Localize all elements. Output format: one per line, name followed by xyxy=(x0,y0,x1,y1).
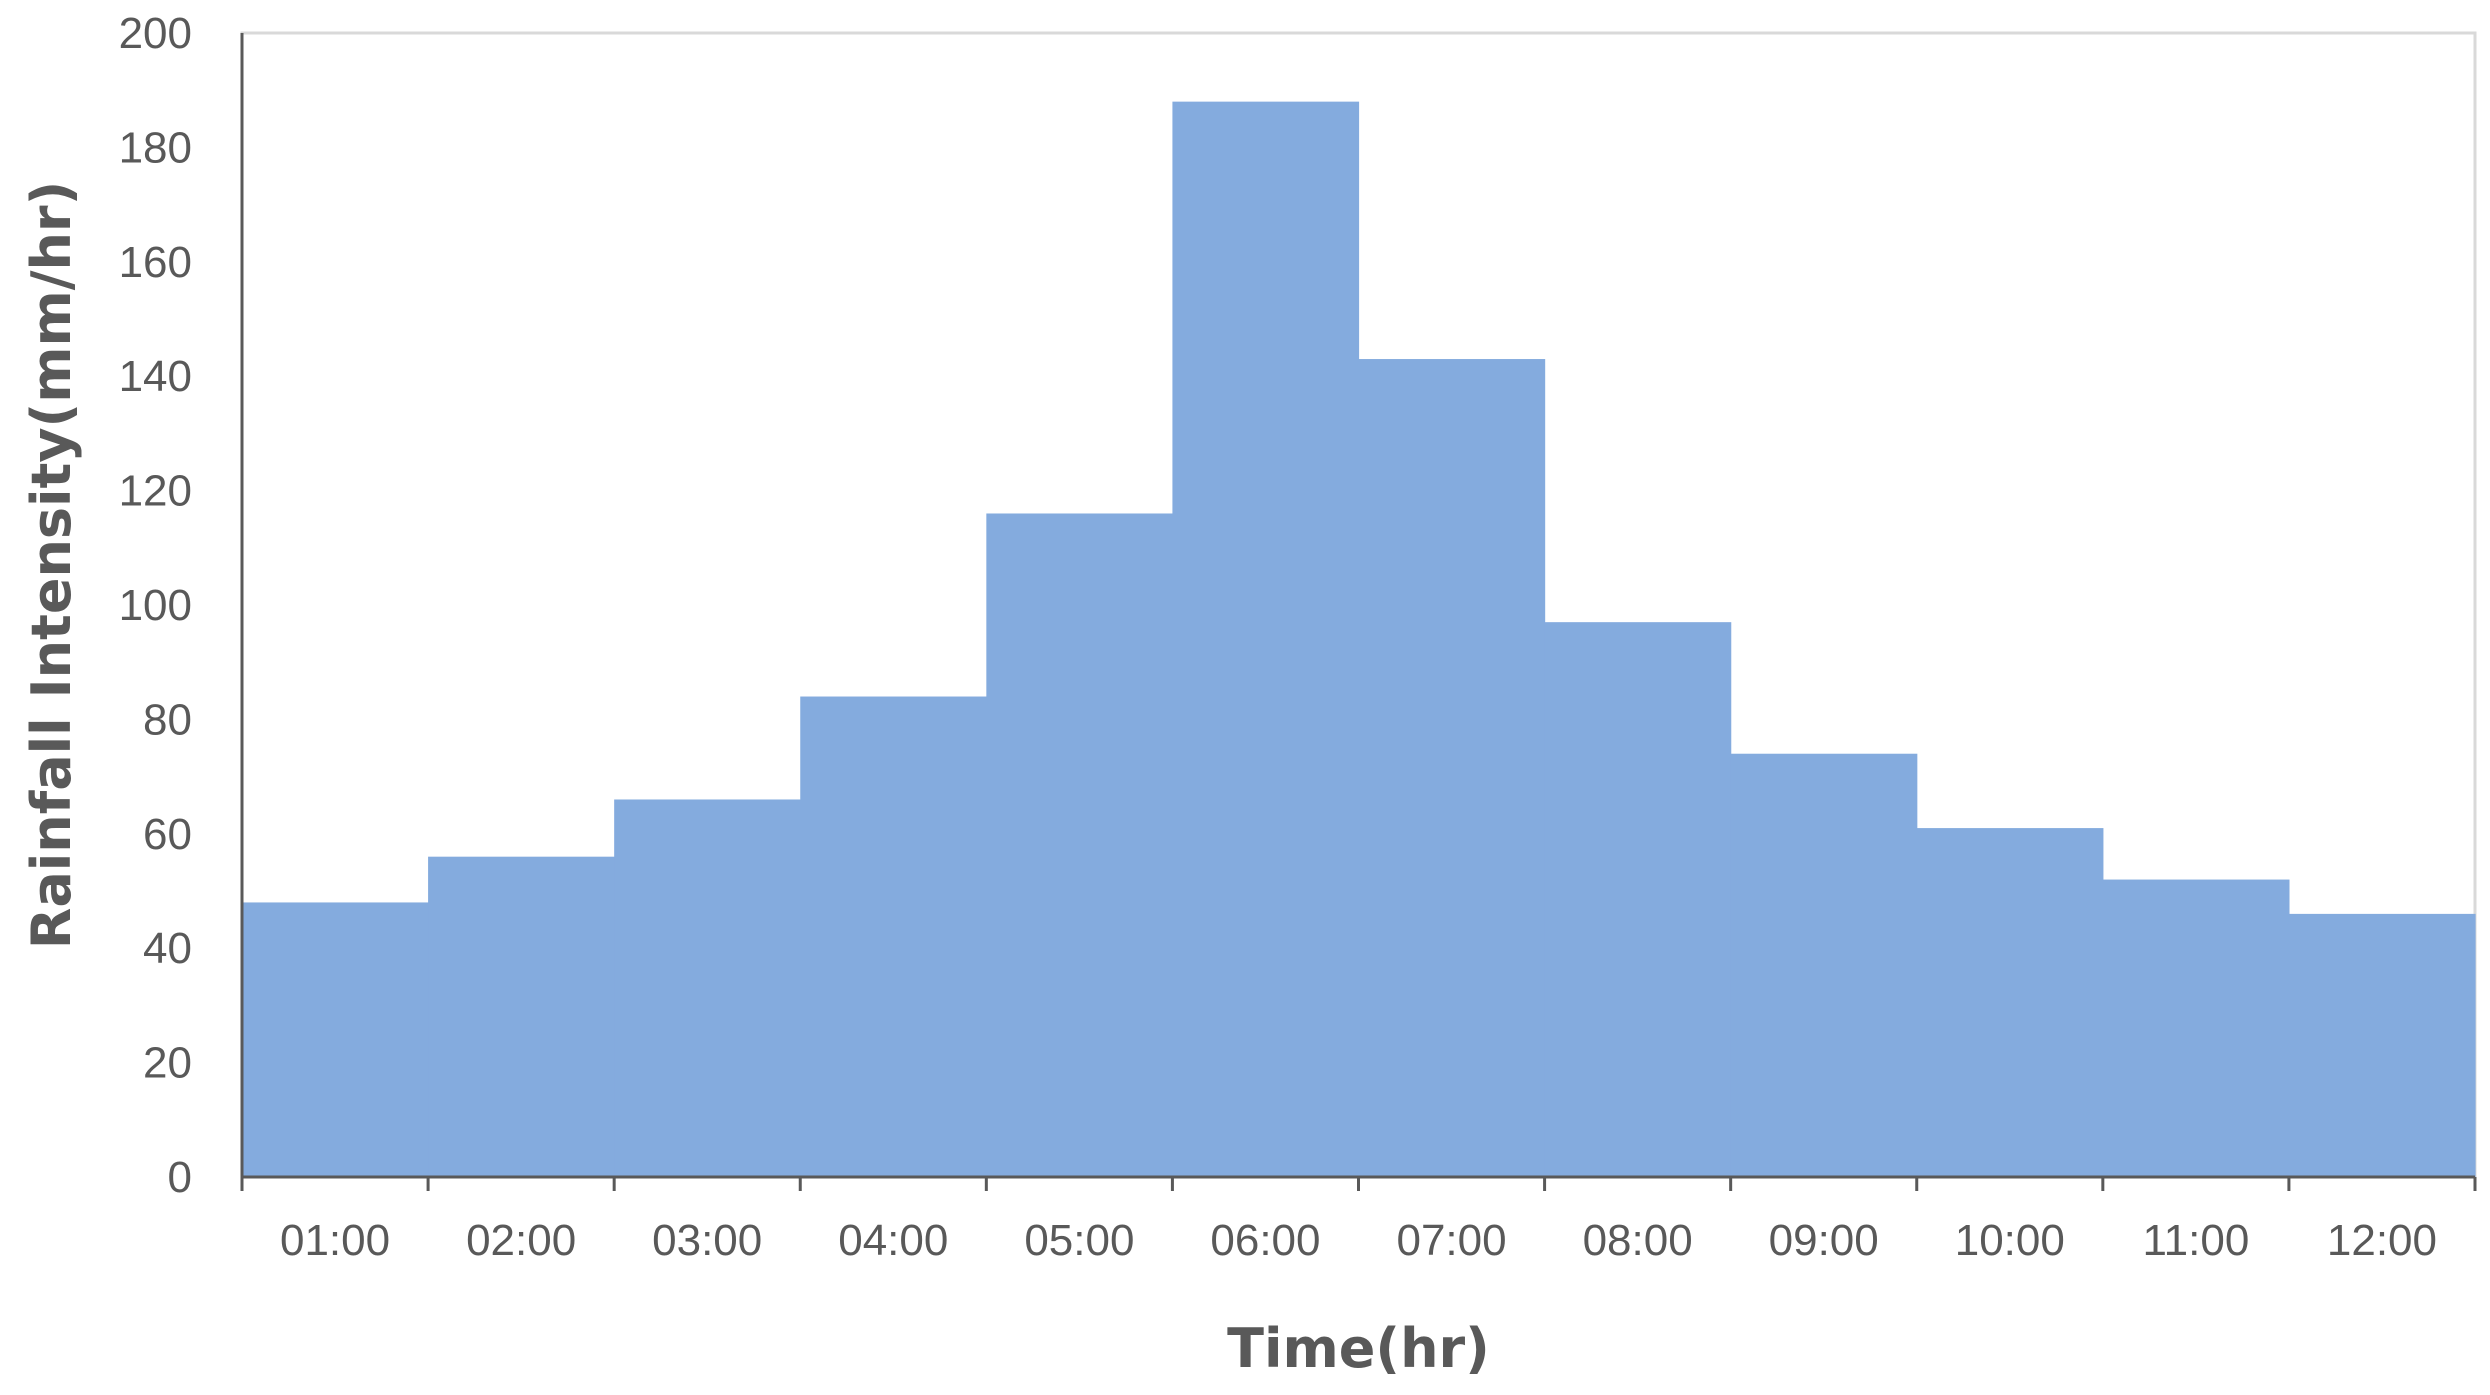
bar-06:00 xyxy=(1172,101,1360,1177)
bar-10:00 xyxy=(1916,828,2104,1177)
bar-01:00 xyxy=(242,902,429,1177)
bar-02:00 xyxy=(428,856,615,1177)
x-tick-label: 06:00 xyxy=(1210,1216,1320,1265)
y-tick-label: 20 xyxy=(143,1039,192,1088)
y-tick-label: 140 xyxy=(119,352,192,401)
x-tick-label: 10:00 xyxy=(1955,1216,2065,1265)
bar-04:00 xyxy=(800,696,987,1177)
x-tick-label: 01:00 xyxy=(280,1216,390,1265)
x-tick-label: 03:00 xyxy=(652,1216,762,1265)
y-tick-label: 80 xyxy=(143,695,192,744)
y-tick-label: 100 xyxy=(119,581,192,630)
x-axis-title: Time(hr) xyxy=(1227,1317,1490,1380)
bar-07:00 xyxy=(1358,359,1546,1177)
bar-12:00 xyxy=(2288,913,2476,1177)
bar-05:00 xyxy=(986,513,1174,1177)
bar-11:00 xyxy=(2102,879,2290,1177)
x-tick-label: 12:00 xyxy=(2327,1216,2437,1265)
y-tick-label: 40 xyxy=(143,924,192,973)
y-tick-label: 180 xyxy=(119,123,192,172)
y-tick-label: 200 xyxy=(119,9,192,58)
x-tick-label: 08:00 xyxy=(1583,1216,1693,1265)
x-tick-label: 02:00 xyxy=(466,1216,576,1265)
bar-08:00 xyxy=(1544,622,1732,1177)
y-tick-label: 160 xyxy=(119,238,192,287)
bar-03:00 xyxy=(614,799,801,1177)
axes xyxy=(240,33,2477,1191)
bar-series xyxy=(242,101,2476,1177)
x-tick-label: 11:00 xyxy=(2142,1216,2249,1265)
y-tick-label: 0 xyxy=(168,1153,192,1202)
x-tick-label: 04:00 xyxy=(838,1216,948,1265)
x-tick-label: 09:00 xyxy=(1769,1216,1879,1265)
x-tick-label: 07:00 xyxy=(1396,1216,1506,1265)
y-tick-label: 60 xyxy=(143,810,192,859)
x-tick-label: 05:00 xyxy=(1024,1216,1134,1265)
x-axis-tick-labels: 01:00 02:00 03:00 04:00 05:00 06:00 07:00 08:00… xyxy=(280,1216,2437,1265)
bar-09:00 xyxy=(1730,753,1918,1177)
y-tick-label: 120 xyxy=(119,467,192,516)
y-axis-tick-labels: 0 20 40 60 80 100 120 140 160 180 200 xyxy=(119,9,192,1202)
y-axis-title: Rainfall Intensity(mm/hr) xyxy=(20,181,83,950)
